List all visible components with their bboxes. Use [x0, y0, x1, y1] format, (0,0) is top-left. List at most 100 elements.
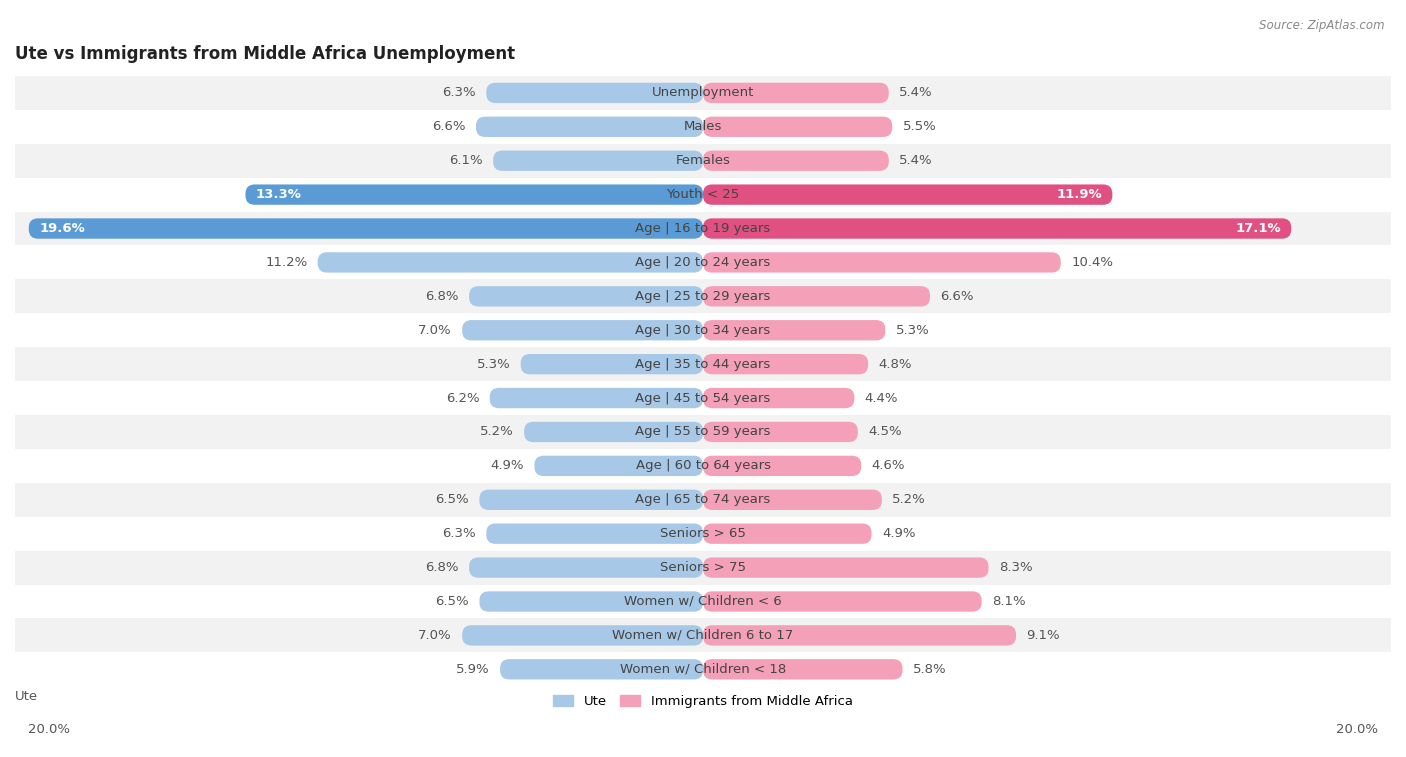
Text: 5.3%: 5.3%: [896, 324, 929, 337]
Text: Age | 30 to 34 years: Age | 30 to 34 years: [636, 324, 770, 337]
Text: 4.8%: 4.8%: [879, 357, 912, 371]
FancyBboxPatch shape: [477, 117, 703, 137]
Text: 6.5%: 6.5%: [436, 595, 470, 608]
Bar: [15, 517, 1391, 550]
Bar: [15, 313, 1391, 347]
Text: Age | 16 to 19 years: Age | 16 to 19 years: [636, 222, 770, 235]
FancyBboxPatch shape: [703, 422, 858, 442]
Text: 4.4%: 4.4%: [865, 391, 898, 404]
Bar: [15, 381, 1391, 415]
FancyBboxPatch shape: [703, 591, 981, 612]
Bar: [15, 178, 1391, 211]
Text: Males: Males: [683, 120, 723, 133]
FancyBboxPatch shape: [486, 524, 703, 544]
FancyBboxPatch shape: [703, 320, 886, 341]
Text: Seniors > 75: Seniors > 75: [659, 561, 747, 574]
Text: Age | 20 to 24 years: Age | 20 to 24 years: [636, 256, 770, 269]
Text: Females: Females: [675, 154, 731, 167]
Text: 10.4%: 10.4%: [1071, 256, 1114, 269]
Text: Unemployment: Unemployment: [652, 86, 754, 99]
Text: 7.0%: 7.0%: [418, 324, 451, 337]
FancyBboxPatch shape: [246, 185, 703, 205]
Text: Age | 35 to 44 years: Age | 35 to 44 years: [636, 357, 770, 371]
Bar: [15, 415, 1391, 449]
Text: 17.1%: 17.1%: [1236, 222, 1281, 235]
Text: 6.3%: 6.3%: [443, 527, 477, 540]
Text: 19.6%: 19.6%: [39, 222, 84, 235]
FancyBboxPatch shape: [703, 659, 903, 680]
FancyBboxPatch shape: [524, 422, 703, 442]
FancyBboxPatch shape: [703, 456, 862, 476]
FancyBboxPatch shape: [470, 286, 703, 307]
Text: 5.2%: 5.2%: [479, 425, 513, 438]
FancyBboxPatch shape: [703, 218, 1291, 238]
Text: 4.5%: 4.5%: [868, 425, 901, 438]
FancyBboxPatch shape: [703, 185, 1112, 205]
Bar: [15, 653, 1391, 687]
FancyBboxPatch shape: [501, 659, 703, 680]
Bar: [15, 211, 1391, 245]
Text: 6.6%: 6.6%: [941, 290, 974, 303]
FancyBboxPatch shape: [703, 388, 855, 408]
Text: 9.1%: 9.1%: [1026, 629, 1060, 642]
Text: 7.0%: 7.0%: [418, 629, 451, 642]
Text: Age | 55 to 59 years: Age | 55 to 59 years: [636, 425, 770, 438]
FancyBboxPatch shape: [479, 490, 703, 510]
FancyBboxPatch shape: [703, 286, 929, 307]
Text: 20.0%: 20.0%: [1336, 723, 1378, 736]
FancyBboxPatch shape: [520, 354, 703, 374]
FancyBboxPatch shape: [463, 320, 703, 341]
Bar: [15, 449, 1391, 483]
Bar: [15, 245, 1391, 279]
FancyBboxPatch shape: [703, 490, 882, 510]
Text: 5.4%: 5.4%: [898, 154, 932, 167]
Legend: Ute, Immigrants from Middle Africa: Ute, Immigrants from Middle Africa: [548, 690, 858, 713]
FancyBboxPatch shape: [494, 151, 703, 171]
Text: 5.4%: 5.4%: [898, 86, 932, 99]
Text: 4.6%: 4.6%: [872, 459, 905, 472]
Text: 5.8%: 5.8%: [912, 663, 946, 676]
Text: 13.3%: 13.3%: [256, 188, 302, 201]
Bar: [15, 618, 1391, 653]
Text: 6.1%: 6.1%: [449, 154, 482, 167]
FancyBboxPatch shape: [486, 83, 703, 103]
FancyBboxPatch shape: [703, 625, 1017, 646]
Text: Women w/ Children < 18: Women w/ Children < 18: [620, 663, 786, 676]
Text: 6.5%: 6.5%: [436, 494, 470, 506]
Text: Age | 25 to 29 years: Age | 25 to 29 years: [636, 290, 770, 303]
Text: 6.6%: 6.6%: [432, 120, 465, 133]
Text: 6.8%: 6.8%: [425, 290, 458, 303]
FancyBboxPatch shape: [703, 524, 872, 544]
FancyBboxPatch shape: [489, 388, 703, 408]
Bar: [15, 76, 1391, 110]
Text: 6.3%: 6.3%: [443, 86, 477, 99]
Text: Women w/ Children < 6: Women w/ Children < 6: [624, 595, 782, 608]
Bar: [15, 144, 1391, 178]
Text: Source: ZipAtlas.com: Source: ZipAtlas.com: [1260, 19, 1385, 32]
Text: 5.5%: 5.5%: [903, 120, 936, 133]
Bar: [15, 347, 1391, 381]
FancyBboxPatch shape: [703, 151, 889, 171]
Text: 8.1%: 8.1%: [993, 595, 1025, 608]
FancyBboxPatch shape: [318, 252, 703, 273]
FancyBboxPatch shape: [28, 218, 703, 238]
Text: Age | 65 to 74 years: Age | 65 to 74 years: [636, 494, 770, 506]
FancyBboxPatch shape: [703, 252, 1060, 273]
Bar: [15, 110, 1391, 144]
Bar: [15, 279, 1391, 313]
Text: 20.0%: 20.0%: [28, 723, 70, 736]
Text: 4.9%: 4.9%: [882, 527, 915, 540]
FancyBboxPatch shape: [703, 117, 893, 137]
FancyBboxPatch shape: [479, 591, 703, 612]
Text: 11.2%: 11.2%: [266, 256, 308, 269]
FancyBboxPatch shape: [703, 354, 868, 374]
Text: 11.9%: 11.9%: [1056, 188, 1102, 201]
FancyBboxPatch shape: [703, 83, 889, 103]
Text: 5.9%: 5.9%: [456, 663, 489, 676]
FancyBboxPatch shape: [470, 557, 703, 578]
Text: 8.3%: 8.3%: [998, 561, 1032, 574]
Text: Ute: Ute: [15, 690, 38, 702]
Bar: [15, 550, 1391, 584]
Text: Ute vs Immigrants from Middle Africa Unemployment: Ute vs Immigrants from Middle Africa Une…: [15, 45, 515, 64]
Bar: [15, 584, 1391, 618]
